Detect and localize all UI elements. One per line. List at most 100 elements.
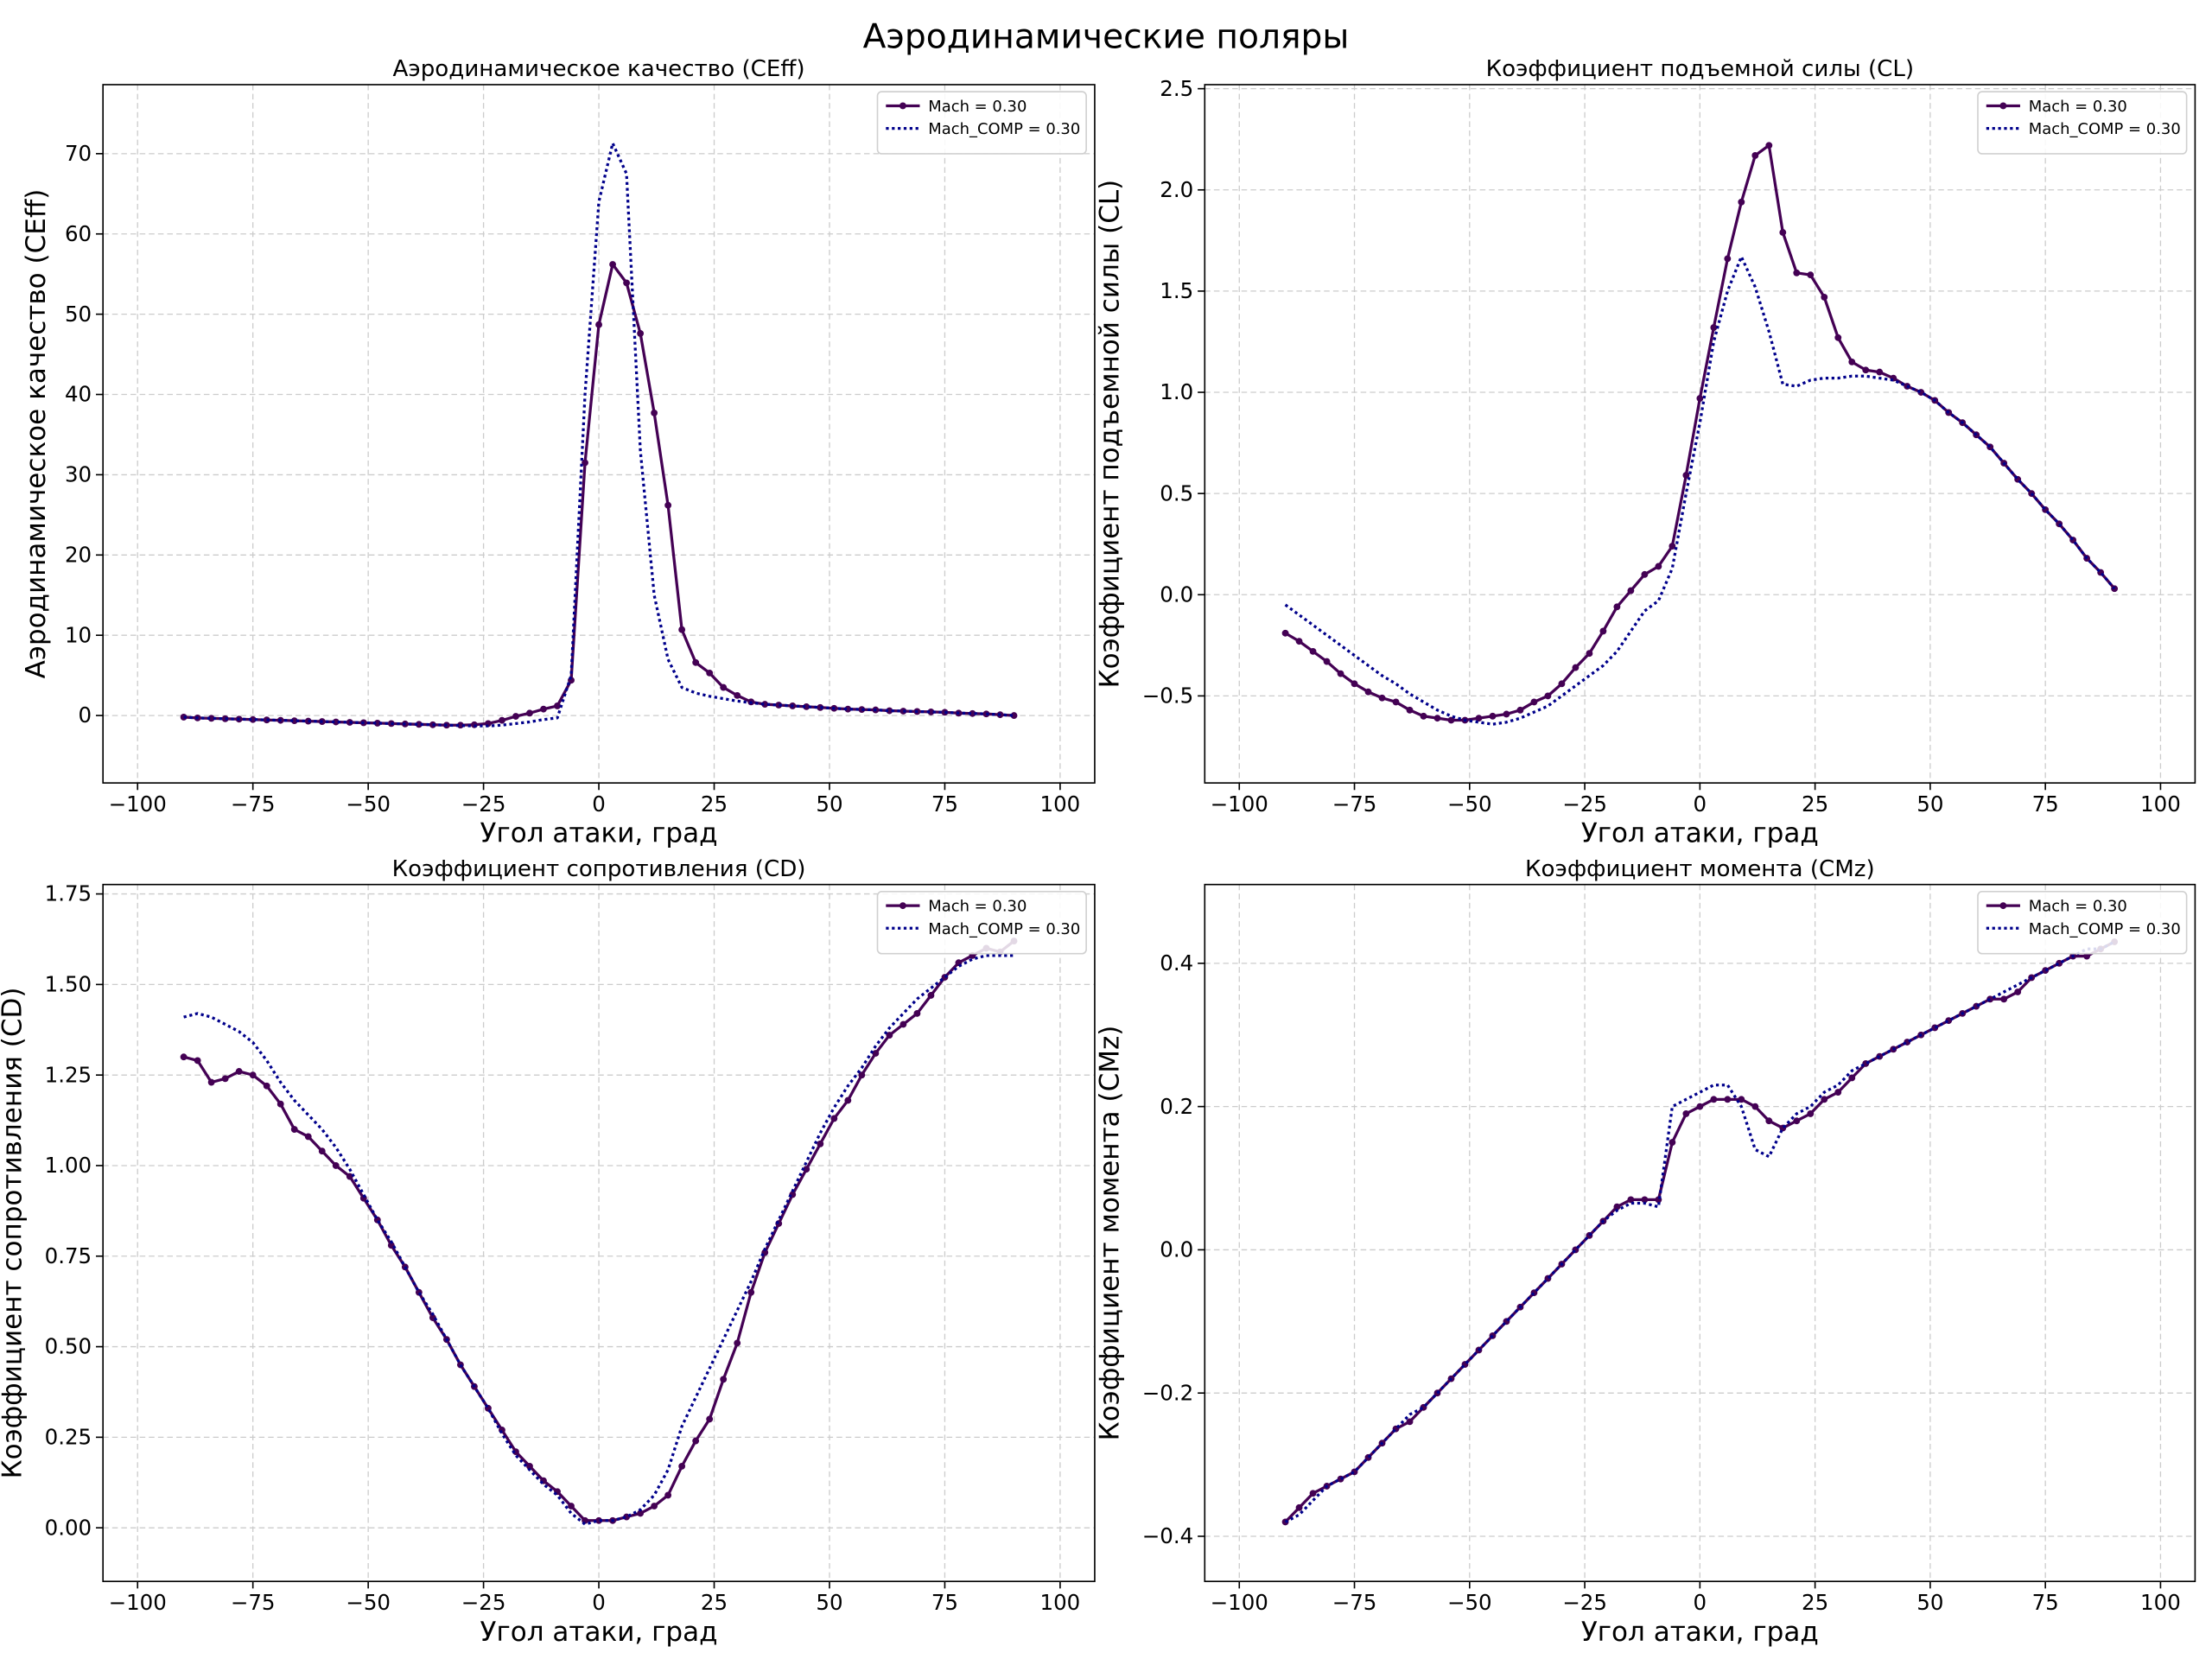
data-point (1834, 334, 1842, 341)
x-tick-label: 50 (816, 791, 842, 817)
x-tick-label: −25 (461, 791, 506, 817)
y-tick-label: 0.25 (45, 1425, 92, 1450)
y-tick-label: −0.2 (1142, 1380, 1193, 1405)
data-point (1309, 1490, 1317, 1497)
data-point (249, 715, 257, 723)
data-point (858, 1071, 866, 1079)
data-point (1807, 1110, 1815, 1117)
data-point (2014, 988, 2022, 995)
data-point (734, 1339, 741, 1347)
y-axis-label: Коэффициент подъемной силы (CL) (1095, 180, 1126, 689)
data-point (817, 703, 824, 711)
plot-layer (1281, 938, 2119, 1526)
data-point (692, 658, 700, 666)
data-point (1821, 1096, 1828, 1103)
y-tick-label: 1.5 (1160, 278, 1193, 303)
data-point (595, 321, 602, 328)
data-point (1613, 1203, 1621, 1211)
data-point (1669, 543, 1676, 550)
y-tick-label: 0.2 (1160, 1094, 1193, 1119)
data-point (1862, 366, 1870, 374)
data-point (373, 719, 381, 727)
data-point (664, 501, 672, 509)
plot-layer (1281, 142, 2119, 726)
legend-label: Mach_COMP = 0.30 (928, 120, 1080, 138)
data-point (1641, 570, 1649, 578)
legend-marker (899, 902, 906, 910)
y-tick-label: 10 (65, 622, 92, 647)
data-point (1295, 638, 1303, 645)
data-point (207, 1078, 215, 1086)
data-point (803, 702, 810, 710)
data-point (664, 1491, 672, 1499)
data-point (1378, 694, 1386, 702)
data-point (1682, 472, 1690, 479)
x-axis-label: Угол атаки, град (480, 818, 718, 849)
data-point (720, 1376, 728, 1383)
legend-label: Mach = 0.30 (928, 898, 1027, 916)
data-point (1765, 142, 1773, 149)
data-point (637, 1510, 645, 1517)
axes-frame (1204, 883, 2196, 1583)
x-tick-label: −50 (1447, 1590, 1492, 1615)
data-point (651, 1503, 658, 1510)
y-tick-label: 2.5 (1160, 76, 1193, 101)
data-point (499, 716, 505, 724)
data-point (747, 1288, 755, 1296)
legend-label: Mach = 0.30 (2029, 98, 2127, 116)
x-tick-label: 75 (931, 1590, 958, 1615)
series-line (183, 142, 1014, 728)
data-point (540, 705, 547, 713)
x-tick-label: −75 (1332, 791, 1377, 817)
data-point (1696, 395, 1704, 402)
data-point (706, 1415, 714, 1423)
y-tick-label: 30 (65, 462, 92, 487)
data-point (1779, 229, 1787, 236)
data-point (886, 707, 893, 715)
data-point (1281, 629, 1289, 637)
y-tick-label: −0.5 (1142, 683, 1193, 709)
figure-title: Аэродинамические поляры (863, 18, 1350, 57)
y-axis-label: Коэффициент сопротивления (CD) (0, 988, 28, 1479)
y-tick-label: 1.50 (45, 972, 92, 997)
data-point (332, 1162, 340, 1169)
axes-frame (102, 84, 1096, 784)
data-point (1503, 710, 1510, 718)
x-tick-label: 75 (931, 791, 958, 817)
x-tick-label: −50 (346, 791, 391, 817)
data-point (678, 1462, 686, 1470)
data-point (1489, 712, 1497, 720)
x-tick-label: 50 (816, 1590, 842, 1615)
data-point (651, 409, 658, 416)
data-point (235, 1068, 243, 1075)
y-tick-label: 1.0 (1160, 379, 1193, 404)
y-tick-label: −0.4 (1142, 1523, 1193, 1548)
x-tick-label: −75 (231, 1590, 276, 1615)
legend-box (876, 91, 1087, 155)
subplot: −100 −75 −50 −25 0 25 50 75 100 0 10 20 30 40 50 60 70 Аэ… (21, 56, 1096, 849)
data-point (637, 330, 645, 337)
data-point (927, 708, 935, 715)
data-point (775, 702, 783, 709)
subplot-title: Коэффициент сопротивления (CD) (392, 856, 806, 882)
x-tick-label: 75 (2032, 791, 2059, 817)
x-axis-label: Угол атаки, град (480, 1617, 718, 1648)
data-point (1558, 680, 1566, 688)
legend: Mach = 0.30 Mach_COMP = 0.30 (1977, 91, 2188, 155)
data-point (290, 1126, 298, 1133)
data-point (1848, 358, 1856, 365)
y-tick-label: 0.5 (1160, 480, 1193, 505)
subplot: −100 −75 −50 −25 0 25 50 75 100 −0.4 −0.2 0.0 0.2 0.4… (1095, 856, 2196, 1648)
data-point (1738, 198, 1745, 206)
data-point (913, 1009, 921, 1017)
x-tick-label: 25 (701, 1590, 728, 1615)
x-tick-label: −100 (1211, 791, 1268, 817)
data-point (2000, 995, 2008, 1003)
legend-label: Mach = 0.30 (2029, 898, 2127, 916)
x-tick-label: 0 (1694, 791, 1707, 817)
data-point (1655, 563, 1662, 570)
data-point (180, 714, 188, 721)
subplot: −100 −75 −50 −25 0 25 50 75 100 −0.5 0.0 0.5 1.0 1.5 2… (1095, 56, 2196, 849)
data-point (180, 1053, 188, 1061)
